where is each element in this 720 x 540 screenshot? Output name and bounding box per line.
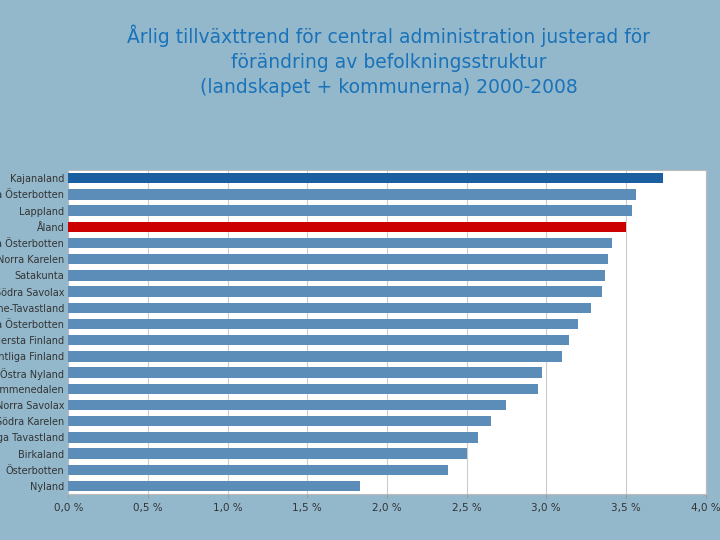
- Bar: [68, 416, 490, 427]
- Bar: [68, 286, 602, 297]
- Bar: [68, 335, 569, 346]
- Bar: [68, 189, 636, 200]
- Bar: [68, 238, 611, 248]
- Bar: [68, 464, 448, 475]
- Bar: [68, 319, 578, 329]
- Bar: [68, 400, 506, 410]
- Bar: [68, 481, 360, 491]
- Bar: [68, 367, 541, 378]
- Bar: [68, 173, 662, 184]
- Bar: [68, 270, 606, 281]
- Bar: [68, 351, 562, 362]
- Bar: [68, 432, 478, 443]
- Bar: [68, 383, 539, 394]
- Bar: [68, 448, 467, 459]
- Bar: [68, 302, 591, 313]
- Bar: [68, 254, 608, 265]
- Text: Årlig tillväxttrend för central administration justerad för
förändring av befolk: Årlig tillväxttrend för central administ…: [127, 24, 650, 97]
- Bar: [68, 221, 626, 232]
- Bar: [68, 205, 632, 216]
